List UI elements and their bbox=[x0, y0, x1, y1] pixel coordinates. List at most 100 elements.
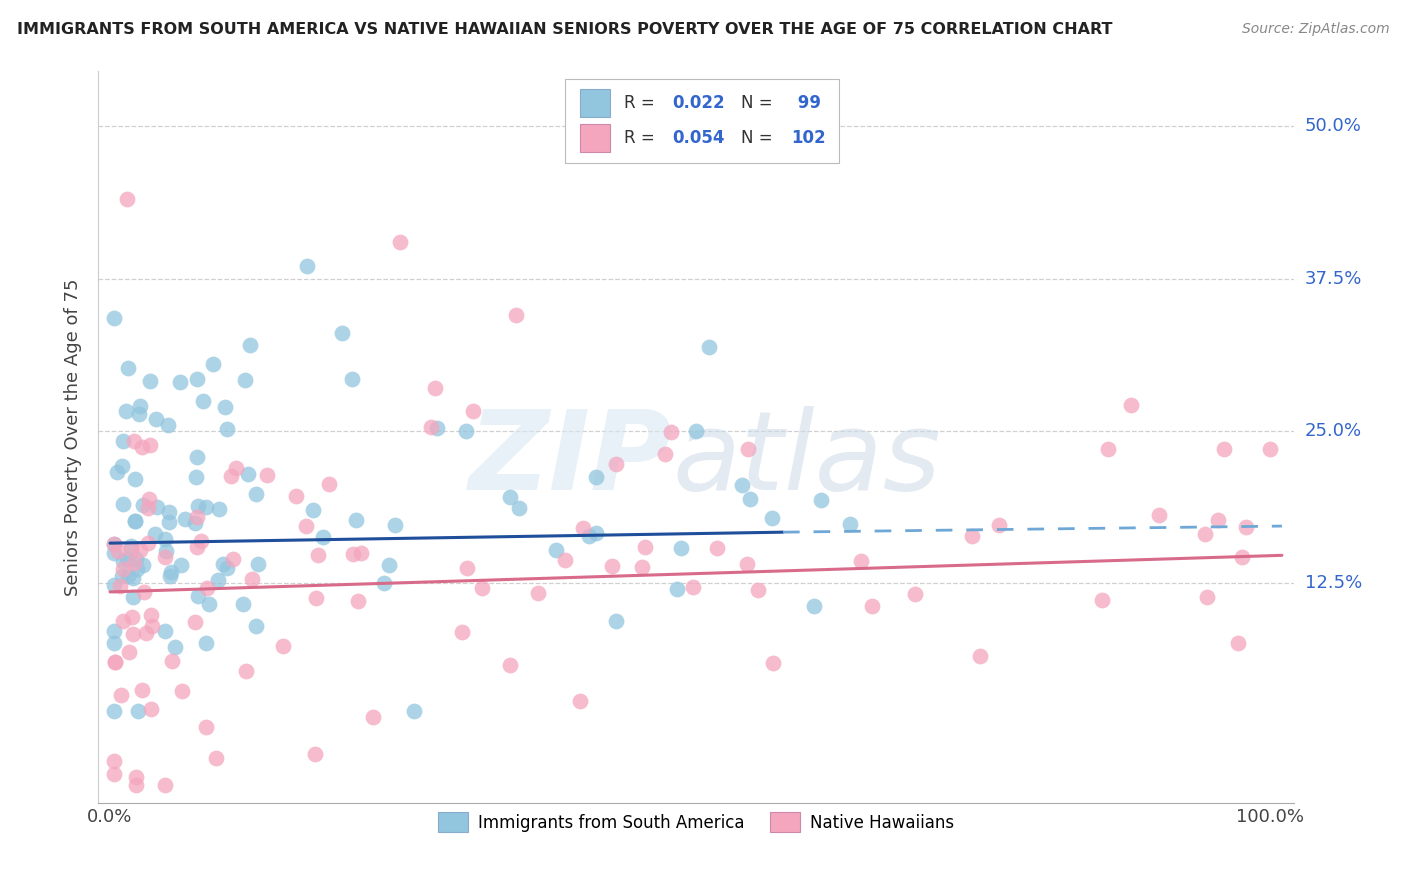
Point bbox=[127, 705, 149, 719]
Point bbox=[305, 591, 328, 606]
Point bbox=[131, 558, 153, 573]
Point bbox=[136, 501, 159, 516]
Text: atlas: atlas bbox=[672, 406, 941, 513]
Point bbox=[1234, 519, 1257, 533]
Point bbox=[217, 422, 239, 436]
Point bbox=[146, 500, 169, 514]
Point bbox=[103, 537, 125, 551]
Point bbox=[285, 489, 308, 503]
Point bbox=[111, 562, 134, 576]
Point bbox=[605, 614, 627, 628]
Point bbox=[125, 778, 148, 792]
Text: 37.5%: 37.5% bbox=[1305, 269, 1362, 287]
Point bbox=[969, 649, 991, 664]
Point bbox=[205, 751, 228, 765]
Point bbox=[456, 424, 478, 438]
Point bbox=[685, 424, 707, 438]
Point bbox=[1212, 442, 1234, 457]
Text: 0.054: 0.054 bbox=[672, 129, 724, 147]
Point bbox=[194, 500, 217, 514]
Point bbox=[1258, 442, 1281, 457]
Point bbox=[654, 447, 676, 461]
Point bbox=[120, 542, 142, 557]
Point bbox=[122, 626, 145, 640]
Point bbox=[184, 469, 207, 483]
Point bbox=[420, 419, 443, 434]
Point bbox=[1195, 591, 1218, 605]
Point bbox=[153, 624, 176, 639]
Point bbox=[125, 770, 148, 784]
Point bbox=[731, 477, 754, 491]
Point bbox=[131, 440, 153, 454]
Point bbox=[115, 551, 138, 566]
Point bbox=[111, 459, 134, 474]
Point bbox=[1206, 513, 1229, 527]
Text: R =: R = bbox=[624, 129, 661, 147]
Point bbox=[139, 702, 162, 716]
Point bbox=[160, 654, 183, 668]
Point bbox=[139, 374, 162, 388]
Point bbox=[155, 544, 177, 558]
Point bbox=[342, 547, 364, 561]
Point bbox=[103, 546, 125, 560]
Point bbox=[1230, 549, 1253, 564]
Point bbox=[103, 636, 125, 650]
Point bbox=[103, 705, 125, 719]
Point bbox=[988, 518, 1011, 533]
Point bbox=[169, 376, 191, 390]
Point bbox=[585, 469, 607, 483]
Point bbox=[160, 565, 183, 579]
Point bbox=[294, 519, 316, 533]
Point bbox=[157, 515, 180, 529]
Point bbox=[738, 492, 761, 507]
Point bbox=[159, 568, 181, 582]
Point bbox=[456, 561, 478, 575]
Point bbox=[186, 541, 208, 555]
Point bbox=[131, 682, 153, 697]
Point bbox=[186, 450, 208, 464]
Point bbox=[132, 584, 155, 599]
Point bbox=[103, 578, 125, 592]
Point bbox=[240, 572, 263, 586]
Point bbox=[810, 492, 832, 507]
Point bbox=[330, 326, 353, 341]
Point bbox=[463, 404, 485, 418]
Point bbox=[849, 554, 872, 568]
Point bbox=[340, 372, 363, 386]
Point bbox=[904, 586, 927, 600]
Point bbox=[111, 497, 134, 511]
Point bbox=[155, 532, 177, 546]
Point bbox=[120, 540, 142, 554]
Point bbox=[131, 498, 153, 512]
Point bbox=[139, 438, 162, 452]
Point bbox=[1147, 508, 1170, 522]
Point bbox=[103, 624, 125, 639]
Point bbox=[128, 407, 150, 421]
Point bbox=[124, 514, 146, 528]
Point bbox=[346, 593, 368, 607]
Point bbox=[568, 694, 591, 708]
Point bbox=[117, 361, 139, 376]
Point bbox=[219, 469, 242, 483]
Point bbox=[349, 546, 371, 560]
Point bbox=[361, 710, 384, 724]
Point bbox=[214, 400, 236, 414]
Point bbox=[527, 586, 550, 600]
Point bbox=[273, 639, 295, 653]
FancyBboxPatch shape bbox=[581, 89, 610, 117]
Point bbox=[508, 500, 530, 515]
Point bbox=[238, 467, 260, 482]
Point bbox=[118, 645, 141, 659]
Point bbox=[117, 193, 139, 207]
Point bbox=[157, 417, 180, 432]
Point bbox=[121, 609, 143, 624]
Point bbox=[191, 393, 214, 408]
Text: 99: 99 bbox=[792, 95, 821, 112]
Point bbox=[117, 569, 139, 583]
Point bbox=[217, 561, 239, 575]
Text: N =: N = bbox=[741, 129, 779, 147]
Point bbox=[184, 615, 207, 629]
Point bbox=[112, 615, 135, 629]
Text: 102: 102 bbox=[792, 129, 827, 147]
Text: 12.5%: 12.5% bbox=[1305, 574, 1362, 592]
